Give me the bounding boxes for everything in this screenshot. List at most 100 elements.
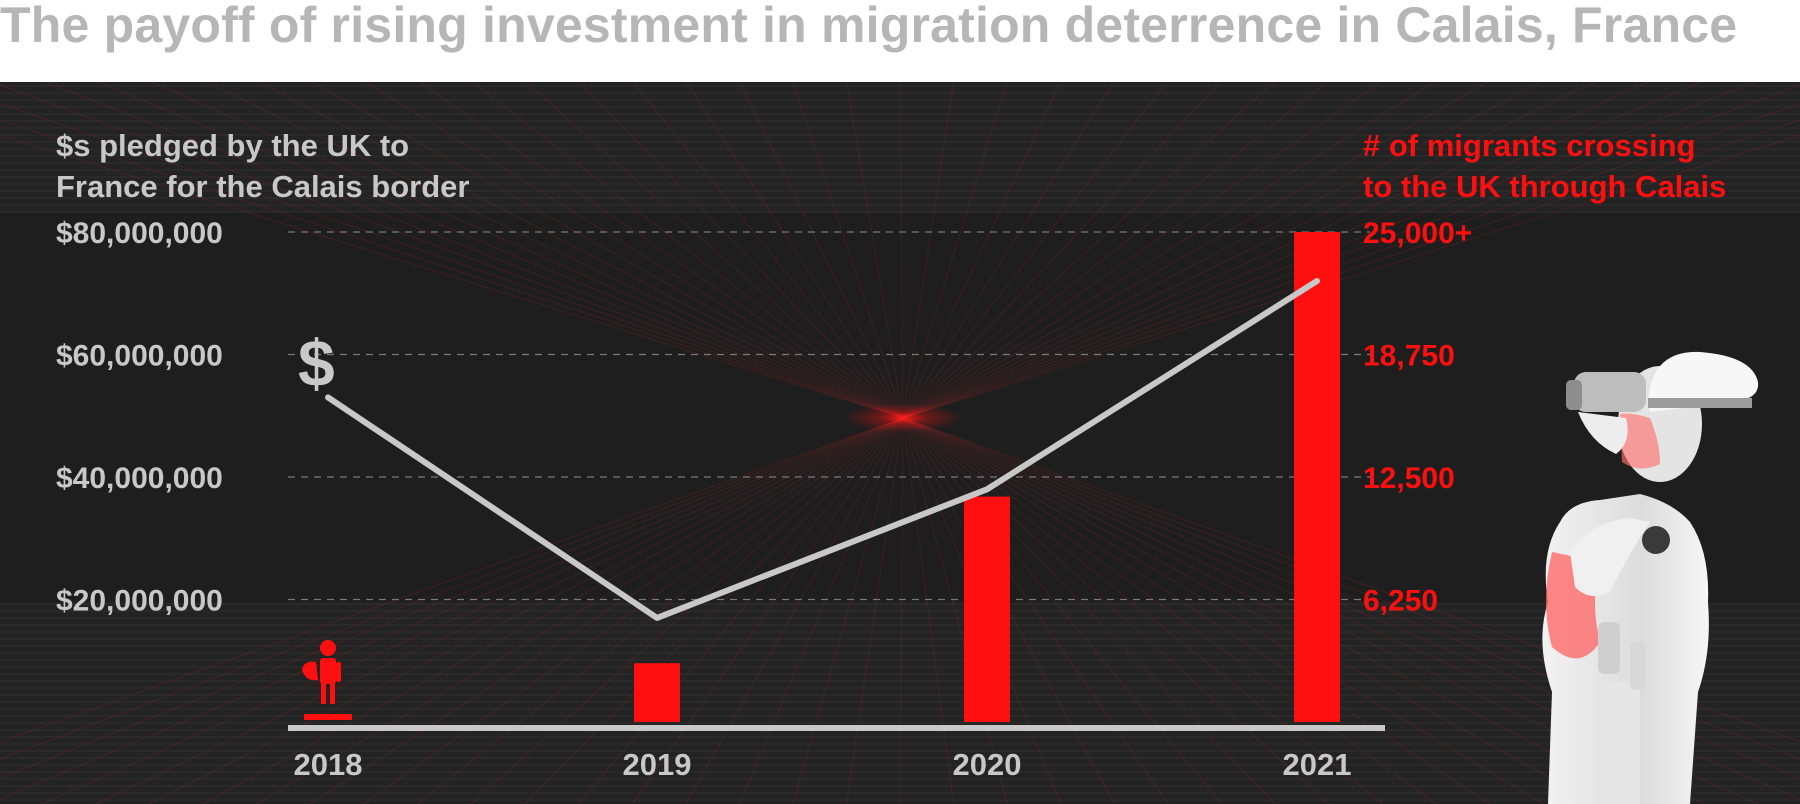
perspective-ray (902, 82, 1329, 419)
perspective-ray (902, 82, 1489, 419)
perspective-ray (902, 82, 1649, 419)
perspective-ray (902, 417, 1652, 804)
soldier-binoculars-icon (1542, 351, 1759, 804)
perspective-ray (792, 82, 904, 419)
perspective-ray (0, 102, 904, 419)
perspective-ray (792, 417, 904, 804)
left-tick-label: $40,000,000 (56, 462, 223, 495)
soldier-hands (1578, 412, 1628, 454)
perspective-ray (902, 417, 1223, 804)
page-title: The payoff of rising investment in migra… (0, 0, 1738, 53)
perspective-ray (902, 82, 1168, 419)
perspective-ray (258, 82, 904, 419)
perspective-ray (902, 417, 1800, 760)
belt-pouch (1598, 622, 1620, 674)
bar (964, 496, 1010, 722)
perspective-ray (148, 417, 904, 804)
perspective-ray (902, 417, 955, 804)
left-tick-label: $60,000,000 (56, 340, 223, 373)
perspective-ray (363, 417, 904, 804)
right-tick-label: 25,000+ (1363, 217, 1472, 250)
perspective-ray (97, 82, 904, 419)
perspective-ray (902, 417, 1276, 804)
perspective-ray (0, 417, 904, 743)
perspective-ray (902, 84, 1800, 419)
background-decoration (0, 82, 1800, 804)
perspective-ray (902, 417, 1800, 779)
right-tick-label: 18,750 (1363, 340, 1455, 373)
perspective-ray (525, 82, 904, 419)
perspective-ray (902, 417, 1008, 804)
perspective-ray (577, 417, 904, 804)
perspective-ray (738, 417, 904, 804)
shoulder-patch (1642, 526, 1670, 554)
perspective-ray (365, 82, 904, 419)
x-tick-label: 2018 (294, 747, 363, 782)
perspective-ray (902, 417, 1384, 804)
perspective-ray (902, 417, 1115, 804)
chart-svg: $s pledged by the UK to France for the C… (0, 82, 1800, 804)
perspective-ray (418, 82, 904, 419)
perspective-ray (0, 134, 904, 419)
perspective-ray (0, 119, 904, 419)
perspective-ray (902, 103, 1800, 419)
perspective-ray (899, 417, 904, 804)
perspective-ray (902, 82, 954, 419)
perspective-ray (902, 417, 1491, 804)
bar-series (634, 232, 1340, 722)
soldier-arm (1570, 518, 1650, 596)
perspective-ray (685, 82, 904, 419)
vanishing-point-glow (843, 404, 963, 432)
perspective-ray (0, 84, 904, 419)
axis-labels: $s pledged by the UK to France for the C… (56, 128, 1726, 782)
migrant-figure-icon (302, 640, 352, 720)
perspective-ray (739, 82, 904, 419)
series-line (325, 278, 1320, 621)
perspective-ray (255, 417, 904, 804)
perspective-ray (899, 82, 904, 419)
perspective-ray (902, 417, 1330, 804)
left-tick-label: $20,000,000 (56, 585, 223, 618)
perspective-ray (94, 417, 904, 804)
perspective-ray (902, 82, 1222, 419)
belt-pouch (1630, 642, 1646, 690)
perspective-ray (309, 417, 904, 804)
perspective-ray (902, 82, 1008, 419)
x-tick-label: 2019 (623, 747, 692, 782)
perspective-ray (902, 82, 1756, 419)
perspective-ray (202, 417, 904, 804)
perspective-ray (631, 417, 904, 804)
soldier-cap (1648, 351, 1759, 412)
left-axis-title-line-2: France for the Calais border (56, 169, 469, 204)
left-axis-title-line-1: $s pledged by the UK to (56, 128, 409, 163)
right-tick-label: 12,500 (1363, 462, 1455, 495)
bar (634, 663, 680, 722)
perspective-ray (902, 417, 1800, 743)
binocular-lens (1566, 380, 1582, 410)
face-shading (1620, 413, 1660, 469)
soldier-leg (1604, 682, 1640, 804)
perspective-ray (0, 417, 904, 779)
left-tick-label: $80,000,000 (56, 217, 223, 250)
right-tick-label: 6,250 (1363, 585, 1438, 618)
perspective-ray (0, 417, 904, 760)
perspective-ray (524, 417, 904, 804)
bar (1294, 232, 1340, 722)
perspective-ray (902, 417, 1545, 804)
x-tick-label: 2020 (953, 747, 1022, 782)
chart-panel: $s pledged by the UK to France for the C… (0, 82, 1800, 804)
perspective-ray (685, 417, 904, 804)
perspective-ray (0, 417, 904, 800)
perspective-ray (902, 134, 1800, 419)
perspective-ray (204, 82, 904, 419)
perspective-ray (846, 417, 904, 804)
perspective-ray (902, 417, 1598, 804)
perspective-ray (472, 82, 904, 419)
perspective-ray (902, 82, 1542, 419)
grid-lines (288, 231, 1370, 601)
perspective-ray (902, 82, 1275, 419)
line-series (325, 278, 1320, 621)
perspective-ray (151, 82, 904, 419)
perspective-ray (846, 82, 904, 419)
perspective-ray (311, 82, 904, 419)
